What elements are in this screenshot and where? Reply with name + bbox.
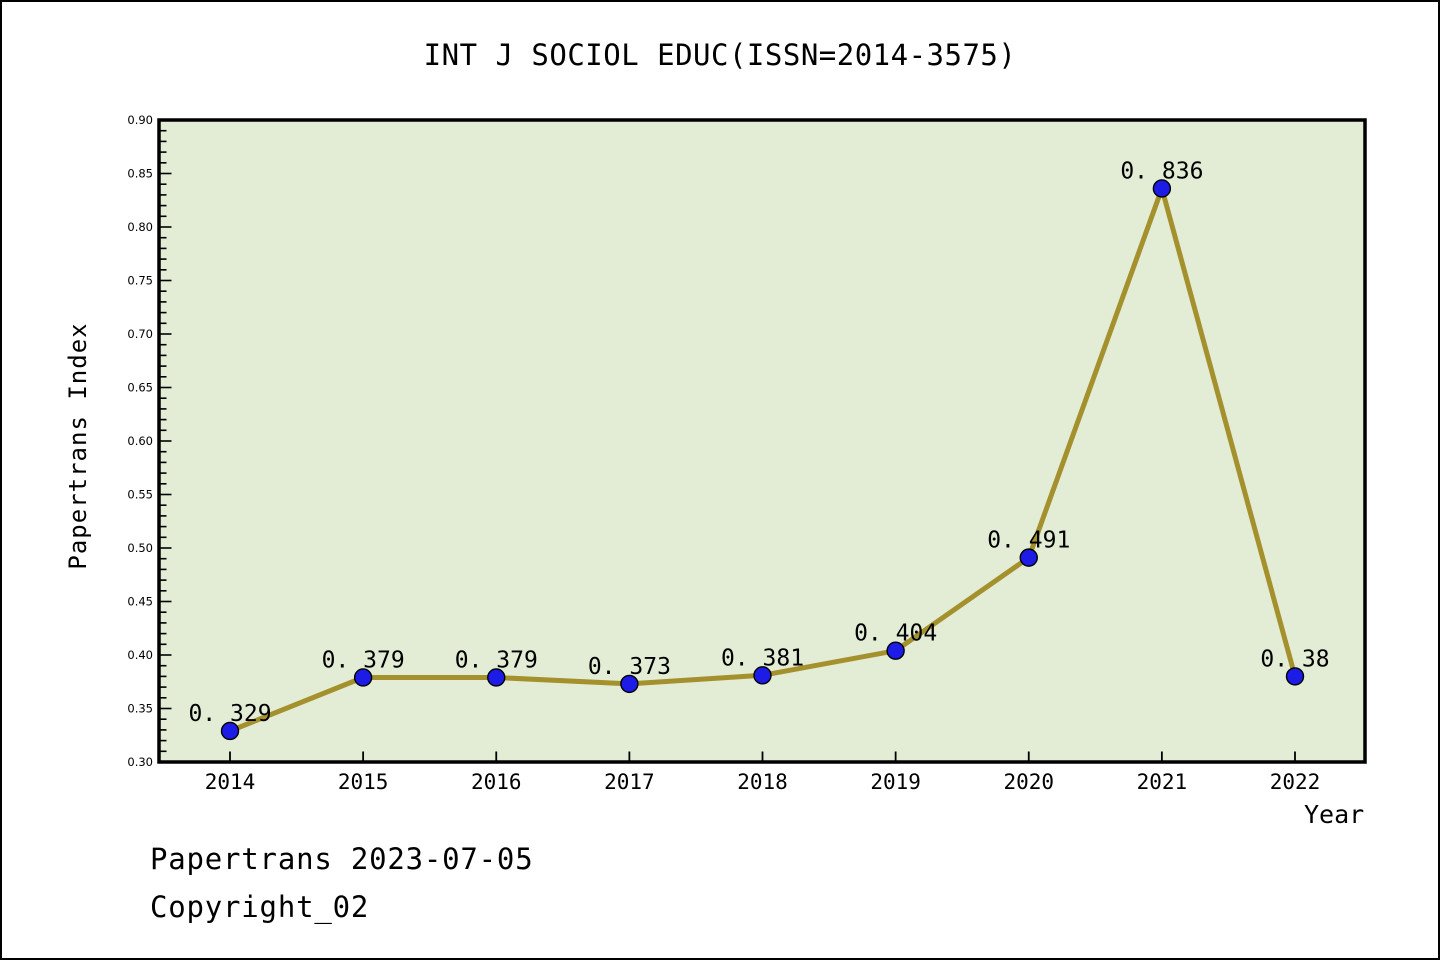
x-tick-label-2015: 2015: [338, 770, 389, 794]
point-value-label-2015: 0. 379: [322, 647, 405, 673]
y-tick-label-0.60: 0.60: [127, 434, 153, 448]
x-tick-label-2020: 2020: [1003, 770, 1054, 794]
plot-background: [157, 118, 1367, 764]
point-value-label-2020: 0. 491: [987, 528, 1070, 554]
point-value-label-2018: 0. 381: [721, 645, 804, 671]
y-tick-label-0.75: 0.75: [127, 274, 153, 288]
x-tick-label-2014: 2014: [205, 770, 256, 794]
x-tick-label-2018: 2018: [737, 770, 788, 794]
data-point-2021: [1152, 179, 1172, 198]
y-tick-label-0.65: 0.65: [127, 381, 153, 395]
y-tick-label-0.50: 0.50: [127, 541, 153, 555]
x-tick-label-2022: 2022: [1270, 770, 1321, 794]
x-tick-label-2019: 2019: [870, 770, 921, 794]
y-tick-label-0.35: 0.35: [127, 702, 153, 716]
y-tick-label-0.55: 0.55: [127, 488, 153, 502]
data-point-2015: [353, 668, 373, 687]
x-tick-label-2017: 2017: [604, 770, 655, 794]
y-tick-label-0.40: 0.40: [127, 648, 153, 662]
y-tick-label-0.30: 0.30: [127, 755, 153, 769]
data-point-2019: [886, 641, 905, 660]
data-point-2016: [487, 668, 506, 687]
y-tick-label-0.70: 0.70: [127, 327, 153, 341]
point-value-label-2021: 0. 836: [1120, 158, 1203, 184]
point-value-label-2014: 0. 329: [188, 701, 271, 727]
point-value-label-2017: 0. 373: [588, 654, 671, 680]
y-tick-label-0.80: 0.80: [127, 220, 153, 234]
x-tick-label-2016: 2016: [471, 770, 522, 794]
data-point-2020: [1019, 548, 1038, 567]
point-value-label-2022: 0. 38: [1260, 646, 1329, 672]
point-value-label-2019: 0. 404: [854, 621, 937, 647]
y-tick-label-0.90: 0.90: [127, 113, 153, 127]
data-point-2017: [620, 674, 639, 694]
x-tick-label-2021: 2021: [1137, 770, 1188, 794]
data-point-2014: [220, 721, 240, 741]
footer-date: Papertrans 2023-07-05: [150, 842, 534, 876]
footer-copyright: Copyright_02: [150, 890, 370, 924]
point-value-label-2016: 0. 379: [455, 647, 538, 673]
data-point-2018: [753, 666, 772, 685]
x-axis-label: Year: [1304, 800, 1365, 829]
data-point-2022: [1285, 667, 1305, 686]
chart-title: INT J SOCIOL EDUC(ISSN=2014-3575): [423, 38, 1017, 72]
y-tick-label-0.45: 0.45: [127, 595, 153, 609]
y-tick-label-0.85: 0.85: [127, 167, 153, 181]
